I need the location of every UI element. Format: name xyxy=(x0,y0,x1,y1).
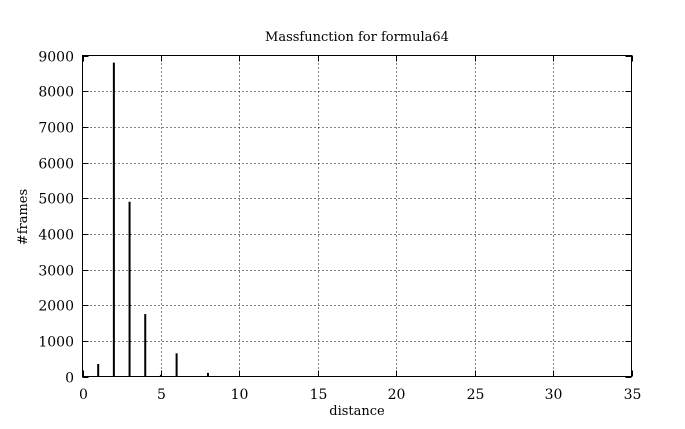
y-tick-label: 3000 xyxy=(38,264,74,280)
tick-marks xyxy=(82,55,633,378)
x-tick-label: 5 xyxy=(157,387,166,403)
x-tick-label: 25 xyxy=(467,387,485,403)
y-tick-label: 0 xyxy=(65,371,74,387)
y-axis-title: #frames xyxy=(16,189,31,245)
data-bar xyxy=(206,372,209,377)
data-bar xyxy=(144,314,147,377)
y-tick-label: 7000 xyxy=(38,121,74,137)
x-tick-label: 0 xyxy=(79,387,88,403)
y-tick-label: 1000 xyxy=(38,335,74,351)
data-bar xyxy=(175,353,178,377)
y-tick-label: 2000 xyxy=(38,299,74,315)
y-tick-labels: 0 1000 2000 3000 4000 5000 6000 7000 8000 9000 xyxy=(38,50,74,387)
x-axis-title: distance xyxy=(329,404,385,419)
grid-lines xyxy=(82,55,632,377)
x-tick-label: 10 xyxy=(231,387,249,403)
x-tick-label: 35 xyxy=(624,387,642,403)
data-bar xyxy=(128,201,131,377)
chart-title: Massfunction for formula64 xyxy=(265,30,449,45)
y-tick-label: 6000 xyxy=(38,157,74,173)
x-tick-label: 20 xyxy=(388,387,406,403)
data-bar xyxy=(159,374,162,377)
x-tick-label: 30 xyxy=(545,387,563,403)
y-tick-label: 9000 xyxy=(38,50,74,66)
data-bar xyxy=(112,62,115,377)
x-tick-labels: 0 5 10 15 20 25 30 35 xyxy=(79,387,641,403)
y-tick-label: 4000 xyxy=(38,228,74,244)
data-bars xyxy=(97,62,209,377)
y-tick-label: 8000 xyxy=(38,85,74,101)
x-tick-label: 15 xyxy=(310,387,328,403)
data-bar xyxy=(97,364,100,377)
y-tick-label: 5000 xyxy=(38,192,74,208)
plot-frame xyxy=(82,55,632,377)
